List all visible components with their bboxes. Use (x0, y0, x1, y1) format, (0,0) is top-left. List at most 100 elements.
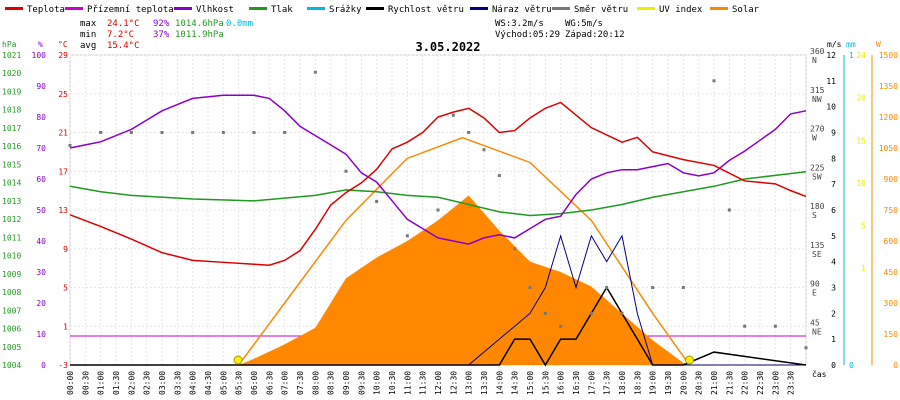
axis-direction-deg: 360 (810, 47, 825, 56)
axis-x-tick: 17:30 (603, 371, 612, 395)
axis-x-unit: čas (812, 369, 827, 379)
axis-hpa-tick: 1017 (2, 124, 21, 133)
axis-x-tick: 05:00 (219, 371, 228, 395)
wind-direction-point (559, 324, 563, 328)
axis-x-tick: 06:30 (265, 371, 274, 395)
axis-direction-label: NE (812, 327, 822, 336)
axis-hpa-tick: 1007 (2, 306, 21, 315)
axis-x-tick: 11:30 (419, 371, 428, 395)
axis-x-tick: 09:00 (342, 371, 351, 395)
axis-x-tick: 14:00 (495, 371, 504, 395)
axis-x-tick: 21:30 (725, 371, 734, 395)
axis-x-tick: 13:30 (480, 371, 489, 395)
axis-mm-unit: mm (846, 40, 856, 49)
axis-percent-tick: 70 (36, 144, 46, 153)
wind-direction-point (605, 286, 609, 289)
legend-swatch (174, 7, 192, 10)
axis-ms-unit: m/s (827, 40, 842, 49)
axis-percent-tick: 50 (36, 206, 46, 215)
axis-ms-tick: 8 (831, 154, 836, 163)
axis-x-tick: 08:30 (327, 371, 336, 395)
axis-x-tick: 09:30 (357, 371, 366, 395)
stats-block: max 24.1°C 92% 1014.6hPa 0.0mm min 7.2°C… (80, 19, 625, 51)
axis-direction-label: SE (812, 250, 822, 259)
wind-direction-point (712, 79, 716, 83)
chart-title: 3.05.2022 (415, 40, 480, 54)
axis-hpa-tick: 1008 (2, 288, 21, 297)
stats-sunset: Západ:20:12 (565, 30, 625, 40)
legend-label: Směr větru (574, 5, 628, 15)
sunset-marker (684, 355, 694, 365)
axis-celsius-tick: 9 (63, 245, 68, 254)
stats-max-temp: 24.1°C (107, 19, 140, 29)
axis-mm-tick: 0 (849, 361, 854, 370)
axis-uv-tick: 15 (856, 136, 866, 145)
axis-x-tick: 00:00 (66, 371, 75, 395)
axis-uv-tick: 10 (856, 179, 866, 188)
wind-direction-point (68, 143, 72, 147)
axis-x-tick: 14:30 (511, 371, 520, 395)
axis-x-tick: 04:00 (189, 371, 198, 395)
solar-area (238, 136, 691, 366)
axis-x-tick: 21:00 (710, 371, 719, 395)
axis-x-tick: 03:00 (158, 371, 167, 395)
wind-direction-point (313, 70, 317, 74)
axis-direction-deg: 135 (810, 241, 825, 250)
legend-label: UV index (659, 5, 703, 15)
axis-uv-tick: 24 (856, 51, 866, 60)
axis-hpa-tick: 1019 (2, 87, 21, 96)
axis-hpa-tick: 1013 (2, 197, 21, 206)
legend: Teplota Přízemní teplota Vlhkost Tlak Srážky… (5, 5, 760, 15)
wind-direction-point (497, 174, 501, 178)
axis-wm2-tick: 750 (884, 206, 899, 215)
axis-x-tick: 16:30 (572, 371, 581, 395)
axis-percent-tick: 30 (36, 268, 46, 277)
axis-celsius-tick: 1 (63, 322, 68, 331)
wind-direction-point (283, 131, 287, 134)
legend-swatch (307, 7, 325, 10)
axis-uv-tick: 5 (861, 222, 866, 231)
axis-percent-tick: 40 (36, 237, 46, 246)
axis-hpa-tick: 1016 (2, 142, 21, 151)
legend-swatch (249, 7, 267, 10)
axis-ms-tick: 11 (826, 77, 836, 86)
axis-x-tick: 22:30 (756, 371, 765, 395)
axis-x-tick: 01:00 (97, 371, 106, 395)
wind-direction-point (513, 247, 517, 251)
axis-percent-tick: 100 (32, 51, 47, 60)
axis-x-tick: 13:00 (465, 371, 474, 395)
axis-x-tick: 20:30 (695, 371, 704, 395)
axis-direction-label: N (812, 56, 817, 65)
legend-swatch (5, 7, 23, 10)
axis-x-tick: 12:30 (449, 371, 458, 395)
axis-uv-tick: 20 (856, 94, 866, 103)
wind-direction-point (651, 286, 655, 289)
axis-wm2-tick: 600 (884, 237, 899, 246)
axis-x-tick: 19:00 (649, 371, 658, 395)
axis-celsius-tick: 5 (63, 284, 68, 293)
axis-direction-deg: 270 (810, 125, 825, 134)
axis-hpa-tick: 1011 (2, 233, 21, 242)
solar-theoretical-curve (238, 136, 691, 366)
axis-wm2-tick: 0 (893, 361, 898, 370)
axis-x-tick: 11:00 (403, 371, 412, 395)
axis-ms-tick: 9 (831, 129, 836, 138)
axis-ms-tick: 2 (831, 309, 836, 318)
stats-min-temp: 7.2°C (107, 30, 134, 40)
wind-direction-point (727, 208, 731, 212)
axis-percent-tick: 20 (36, 299, 46, 308)
wind-direction-point (436, 208, 440, 212)
axis-x-tick: 17:00 (587, 371, 596, 395)
axis-x-tick: 01:30 (112, 371, 121, 395)
legend-label: Solar (732, 5, 760, 15)
axis-ms-tick: 0 (831, 361, 836, 370)
axis-x-tick: 23:30 (787, 371, 796, 395)
axis-percent-tick: 80 (36, 113, 46, 122)
axis-x-tick: 02:00 (127, 371, 136, 395)
stats-min-label: min (80, 30, 96, 40)
axis-direction-label: E (812, 289, 817, 298)
axis-percent-tick: 60 (36, 175, 46, 184)
axis-hpa-tick: 1005 (2, 343, 21, 352)
legend-swatch (710, 7, 728, 10)
legend-label: Srážky (329, 5, 362, 15)
